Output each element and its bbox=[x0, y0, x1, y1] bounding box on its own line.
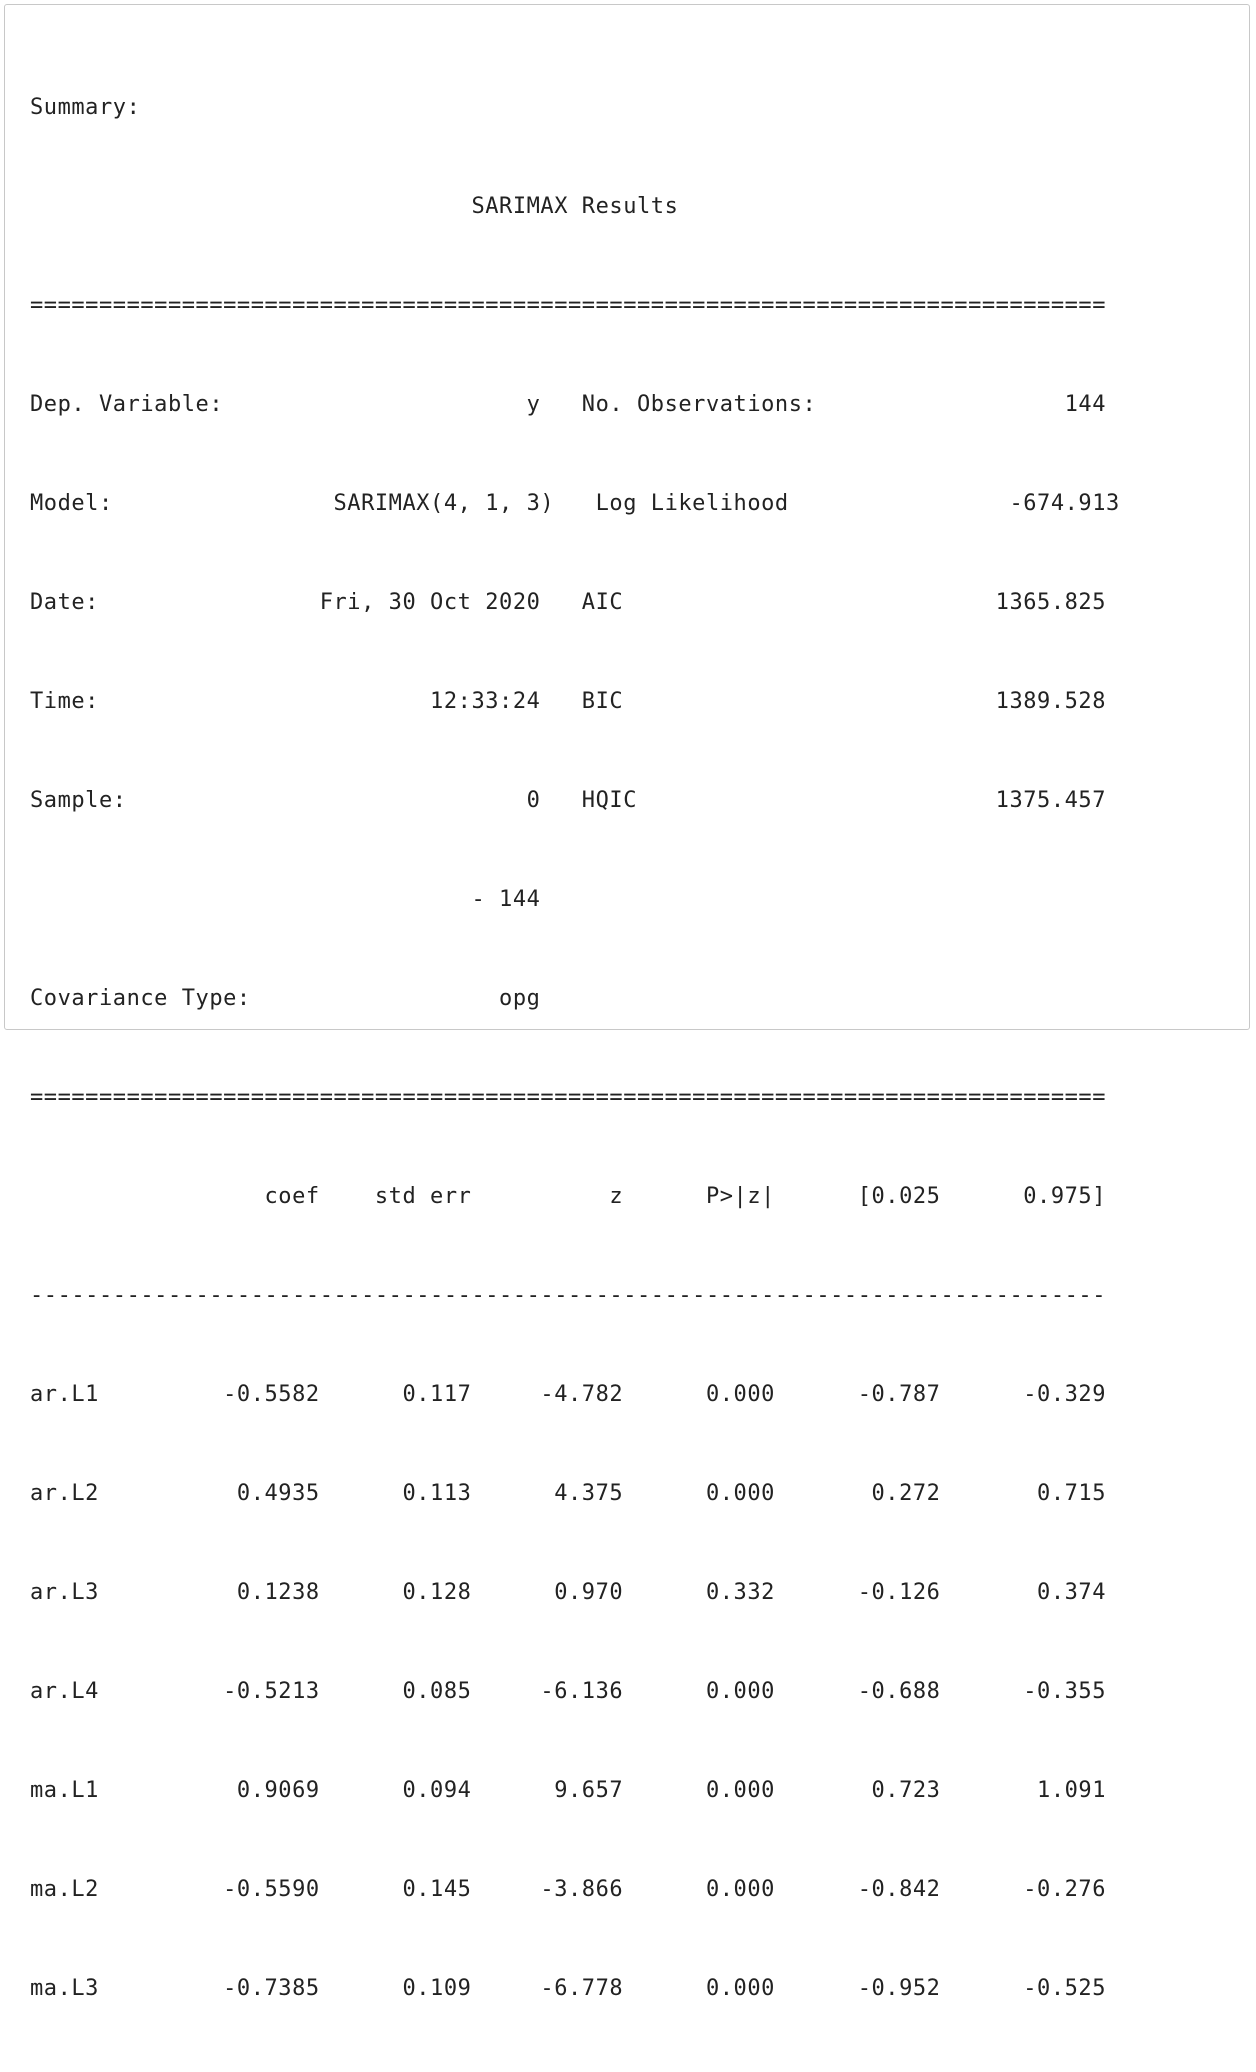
coef-table-row: ar.L4 -0.5213 0.085 -6.136 0.000 -0.688 … bbox=[30, 1679, 1107, 1704]
dash-separator-line: ----------------------------------------… bbox=[30, 1283, 1107, 1308]
sarimax-summary-text: Summary: SARIMAX Results ===============… bbox=[30, 25, 1203, 2072]
model-info-row: Model: SARIMAX(4, 1, 3) Log Likelihood -… bbox=[30, 491, 1120, 516]
model-info-row: Time: 12:33:24 BIC 1389.528 bbox=[30, 689, 1107, 714]
output-cell: Summary: SARIMAX Results ===============… bbox=[4, 4, 1250, 2001]
coef-table-row: ma.L2 -0.5590 0.145 -3.866 0.000 -0.842 … bbox=[30, 1877, 1107, 1902]
coef-table-row: ma.L1 0.9069 0.094 9.657 0.000 0.723 1.0… bbox=[30, 1778, 1107, 1803]
coef-table-header: coef std err z P>|z| [0.025 0.975] bbox=[30, 1184, 1107, 1209]
coef-table-row: ar.L3 0.1238 0.128 0.970 0.332 -0.126 0.… bbox=[30, 1580, 1107, 1605]
model-info-row: Sample: 0 HQIC 1375.457 bbox=[30, 788, 1107, 813]
model-info-row: - 144 bbox=[30, 887, 1107, 912]
coef-table-row: ar.L1 -0.5582 0.117 -4.782 0.000 -0.787 … bbox=[30, 1382, 1107, 1407]
model-info-row: Date: Fri, 30 Oct 2020 AIC 1365.825 bbox=[30, 590, 1107, 615]
model-info-row: Dep. Variable: y No. Observations: 144 bbox=[30, 392, 1107, 417]
separator-line: ========================================… bbox=[30, 1085, 1107, 1110]
coef-table-row: ma.L3 -0.7385 0.109 -6.778 0.000 -0.952 … bbox=[30, 1976, 1107, 2001]
separator-line: ========================================… bbox=[30, 293, 1107, 318]
results-title: SARIMAX Results bbox=[30, 194, 1120, 219]
summary-label: Summary: bbox=[30, 95, 141, 120]
coef-table-row: ar.L2 0.4935 0.113 4.375 0.000 0.272 0.7… bbox=[30, 1481, 1107, 1506]
coef-table-row: sigma2 724.1724 85.616 8.458 0.000 556.3… bbox=[30, 2071, 1203, 2072]
model-info-row: Covariance Type: opg bbox=[30, 986, 1107, 1011]
